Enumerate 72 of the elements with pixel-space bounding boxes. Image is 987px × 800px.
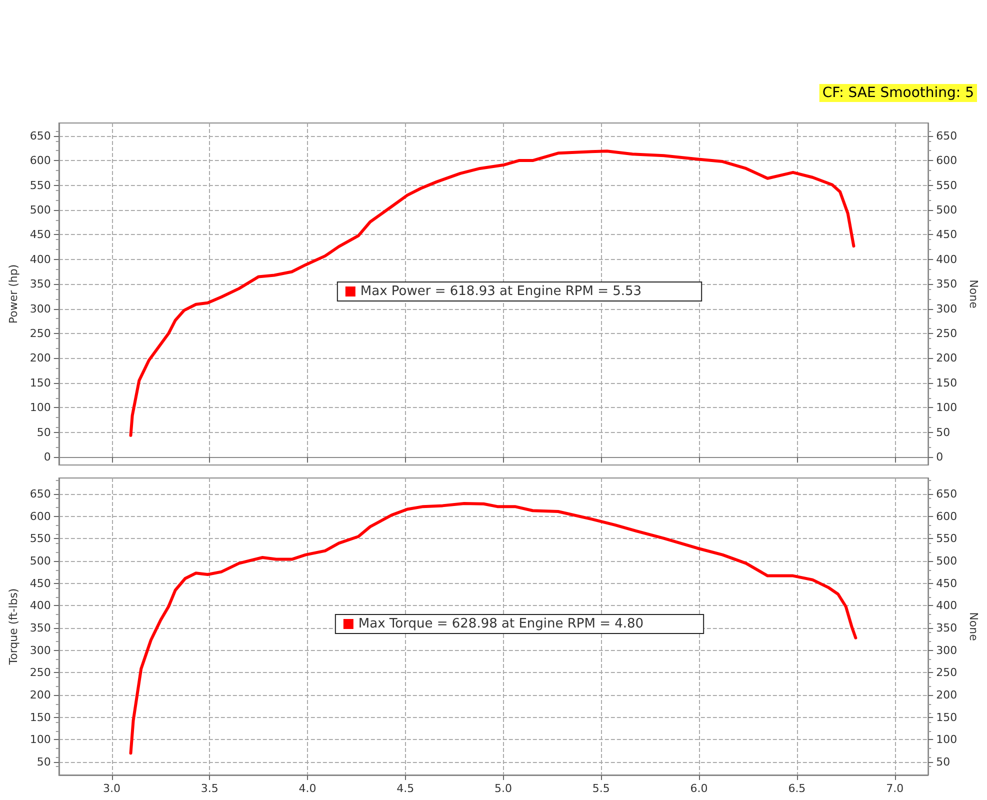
y-tick-label: 250 <box>30 327 51 340</box>
y-tick-label: 200 <box>30 352 51 365</box>
x-tick-label: 5.5 <box>592 782 610 795</box>
y2-tick-label: 50 <box>936 426 950 439</box>
y2-tick-label: 650 <box>936 129 958 142</box>
y-tick-label: 550 <box>30 532 51 546</box>
y2-axis-title: None <box>967 612 980 642</box>
y-tick-label: 50 <box>36 426 51 439</box>
y2-tick-label: 50 <box>936 756 950 769</box>
y-tick-label: 200 <box>30 688 51 702</box>
x-tick-label: 5.0 <box>494 782 512 795</box>
x-tick-label: 3.0 <box>103 782 121 795</box>
y-tick-label: 350 <box>30 278 51 291</box>
y-tick-label: 150 <box>30 710 51 724</box>
y2-tick-label: 350 <box>936 278 958 291</box>
y-tick-label: 500 <box>30 203 51 216</box>
y-tick-label: 550 <box>30 178 51 192</box>
y-tick-label: 450 <box>30 228 51 242</box>
y2-tick-label: 550 <box>936 178 958 192</box>
y-tick-label: 500 <box>30 554 51 568</box>
x-tick-label: 6.5 <box>788 782 806 795</box>
y2-tick-label: 100 <box>936 401 958 414</box>
y-tick-label: 100 <box>30 733 51 746</box>
y2-tick-label: 450 <box>936 228 958 242</box>
y2-tick-label: 550 <box>936 532 958 546</box>
y2-tick-label: 600 <box>936 510 958 523</box>
x-tick-label: 6.0 <box>690 782 708 795</box>
y2-tick-label: 250 <box>936 666 958 680</box>
line-series <box>129 502 858 755</box>
y2-tick-label: 250 <box>936 327 958 340</box>
y2-axis-title: None <box>967 280 980 309</box>
y-tick-label: 450 <box>30 576 51 590</box>
y2-tick-label: 450 <box>936 576 958 590</box>
x-tick-label: 4.0 <box>298 782 316 795</box>
y2-tick-label: 200 <box>936 688 958 702</box>
y-tick-label: 250 <box>30 666 51 680</box>
y2-tick-label: 400 <box>936 252 958 266</box>
y2-tick-label: 0 <box>936 450 944 464</box>
y-tick-label: 650 <box>30 129 51 142</box>
y2-tick-label: 400 <box>936 599 958 612</box>
y-tick-label: 400 <box>30 599 51 612</box>
line-series <box>129 150 856 437</box>
y2-tick-label: 300 <box>936 644 958 657</box>
y-axis-title: Power (hp) <box>7 264 20 324</box>
y-tick-label: 350 <box>30 622 51 635</box>
text: CF: SAE Smoothing: 5 <box>822 85 974 101</box>
y-tick-label: 0 <box>44 450 51 464</box>
legend-label: Max Power = 618.93 at Engine RPM = 5.53 <box>360 284 642 299</box>
y2-tick-label: 600 <box>936 154 958 168</box>
y-tick-label: 300 <box>30 302 51 316</box>
y2-tick-label: 150 <box>936 376 958 390</box>
y-tick-label: 150 <box>30 376 51 390</box>
y-tick-label: 50 <box>36 756 51 769</box>
y2-tick-label: 300 <box>936 302 958 316</box>
x-tick-label: 3.5 <box>200 782 218 795</box>
y2-tick-label: 150 <box>936 710 958 724</box>
y2-tick-label: 500 <box>936 203 958 216</box>
y-tick-label: 600 <box>30 154 51 168</box>
y2-tick-label: 650 <box>936 488 958 501</box>
y2-tick-label: 500 <box>936 554 958 568</box>
y2-tick-label: 200 <box>936 352 958 365</box>
y-tick-label: 100 <box>30 401 51 414</box>
x-tick-label: 7.0 <box>886 782 904 795</box>
x-tick-label: 4.5 <box>396 782 414 795</box>
legend-label: Max Torque = 628.98 at Engine RPM = 4.80 <box>358 616 644 632</box>
y-tick-label: 600 <box>30 510 51 523</box>
y2-tick-label: 350 <box>936 622 958 635</box>
y-tick-label: 300 <box>30 644 51 657</box>
y-axis-title: Torque (ft-lbs) <box>7 588 20 666</box>
y2-tick-label: 100 <box>936 733 958 746</box>
y-tick-label: 400 <box>30 252 51 266</box>
y-tick-label: 650 <box>30 488 51 501</box>
